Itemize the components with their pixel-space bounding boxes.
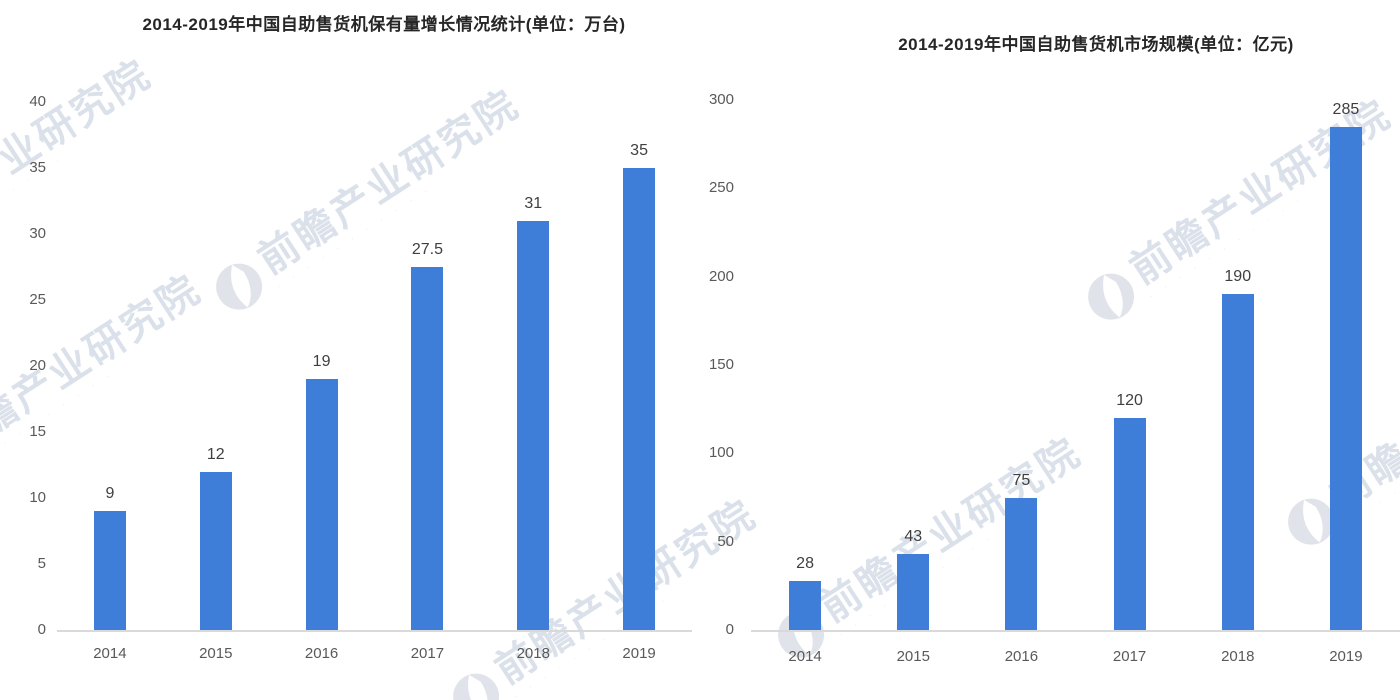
x-tick-label-2014: 2014 (788, 648, 822, 665)
y-tick-label: 0 (37, 621, 46, 638)
bar-2019 (1329, 126, 1362, 630)
y-tick-label: 0 (725, 621, 734, 638)
value-label-2015: 12 (206, 445, 225, 463)
bar-2014 (789, 580, 822, 630)
x-tick-label-2016: 2016 (1004, 648, 1039, 665)
x-tick-label-2017: 2017 (1112, 648, 1147, 665)
y-tick-label: 15 (29, 423, 46, 440)
y-tick-label: 50 (717, 532, 734, 550)
x-axis-line (751, 630, 1400, 632)
y-tick-label: 150 (708, 356, 734, 373)
bar-2014 (93, 511, 126, 630)
x-tick-label-2015: 2015 (896, 648, 930, 665)
x-axis-line (57, 630, 692, 632)
value-label-2017: 27.5 (411, 241, 443, 258)
x-tick-label-2015: 2015 (199, 645, 233, 662)
y-tick-label: 20 (29, 357, 46, 374)
y-tick-label: 35 (29, 159, 46, 176)
y-tick-label: 250 (708, 179, 734, 197)
x-tick-label-2019: 2019 (622, 645, 656, 662)
value-label-2017: 120 (1116, 392, 1143, 409)
x-tick-label-2019: 2019 (1329, 648, 1363, 665)
bar-2016 (1005, 497, 1038, 630)
value-label-2016: 19 (312, 353, 331, 371)
y-tick-label: 30 (29, 225, 46, 242)
value-label-2014: 28 (796, 554, 814, 572)
y-tick-label: 5 (37, 555, 46, 572)
chart-title-market-size: 2014-2019年中国自助售货机市场规模(单位：亿元) (898, 35, 1294, 54)
bar-2018 (517, 220, 550, 630)
bar-2017 (411, 267, 444, 630)
bar-2019 (623, 168, 656, 630)
y-tick-label: 25 (29, 291, 46, 308)
x-tick-label-2017: 2017 (410, 645, 445, 662)
x-tick-label-2018: 2018 (516, 645, 550, 662)
chart-title-holdings: 2014-2019年中国自助售货机保有量增长情况统计(单位：万台) (142, 15, 626, 34)
bar-2018 (1221, 294, 1254, 630)
value-label-2019: 285 (1332, 100, 1360, 118)
value-label-2018: 31 (524, 194, 543, 212)
value-label-2019: 35 (630, 142, 648, 159)
bar-2015 (199, 471, 232, 630)
value-label-2016: 75 (1012, 471, 1031, 489)
y-tick-label: 200 (708, 267, 734, 285)
bar-2015 (897, 554, 930, 630)
value-label-2018: 190 (1224, 268, 1252, 286)
value-label-2014: 9 (105, 485, 115, 503)
bar-2016 (305, 379, 338, 630)
x-tick-label-2018: 2018 (1221, 648, 1255, 665)
x-tick-label-2014: 2014 (93, 645, 127, 662)
y-tick-label: 100 (708, 444, 734, 462)
value-label-2015: 43 (904, 528, 923, 546)
bar-2017 (1113, 418, 1146, 630)
y-tick-label: 10 (29, 489, 46, 506)
y-tick-label: 40 (29, 93, 46, 110)
y-tick-label: 300 (708, 91, 734, 108)
x-tick-label-2016: 2016 (304, 645, 339, 662)
